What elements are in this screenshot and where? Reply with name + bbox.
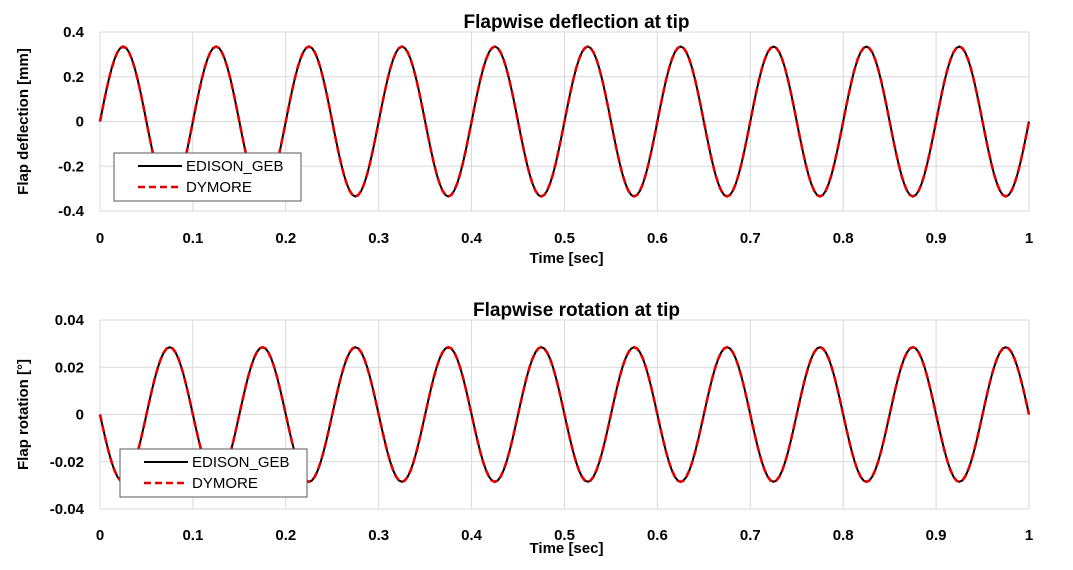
x-tick-label: 0.8 [833, 527, 854, 544]
series-line-dymore [98, 45, 1031, 198]
x-axis-label: Time [sec] [530, 540, 604, 557]
x-tick-label: 0.2 [275, 527, 296, 544]
legend: EDISON_GEB DYMORE [119, 448, 308, 498]
legend-entry-label: DYMORE [186, 179, 252, 196]
legend-entry-label: DYMORE [192, 475, 258, 492]
x-tick-label: 0.3 [368, 230, 389, 247]
x-tick-label: 0.5 [554, 527, 575, 544]
x-tick-label: 0.8 [833, 230, 854, 247]
legend-box [119, 448, 308, 498]
legend-box [113, 152, 302, 202]
x-tick-label: 0.6 [647, 230, 668, 247]
y-tick-label: 0.4 [63, 24, 85, 41]
x-tick-label: 0.6 [647, 527, 668, 544]
y-axis-label: Flap deflection [mm] [15, 48, 32, 195]
series-line-dymore [98, 345, 1031, 484]
x-tick-label: 0 [96, 230, 104, 247]
x-tick-label: 0 [96, 527, 104, 544]
x-axis-label: Time [sec] [530, 250, 604, 267]
x-tick-label: 0.7 [740, 527, 761, 544]
y-tick-label: 0.2 [63, 69, 84, 86]
y-tick-label: 0 [76, 407, 84, 424]
x-tick-label: 0.1 [182, 527, 203, 544]
y-tick-label: -0.2 [58, 158, 84, 175]
y-tick-label: 0.02 [55, 359, 84, 376]
x-tick-label: 0.3 [368, 527, 389, 544]
y-tick-label: 0 [76, 114, 84, 131]
x-tick-label: 1 [1025, 527, 1033, 544]
x-tick-label: 1 [1025, 230, 1033, 247]
x-tick-label: 0.7 [740, 230, 761, 247]
chart-2: Flapwise rotation at tip 0.04 0.02 0 -0.02 -0… [15, 300, 1033, 557]
legend-entry-label: EDISON_GEB [186, 158, 284, 175]
x-tick-label: 0.9 [926, 230, 947, 247]
chart-title: Flapwise rotation at tip [473, 300, 680, 321]
x-tick-label: 0.4 [461, 527, 483, 544]
y-tick-label: 0.04 [55, 312, 85, 329]
chart-1: Flapwise deflection at tip 0.4 0.2 0 -0.2 -0.… [15, 12, 1033, 267]
x-tick-label: 0.1 [182, 230, 203, 247]
y-tick-label: -0.02 [50, 454, 84, 471]
y-axis-label: Flap rotation [°] [15, 359, 32, 470]
x-tick-label: 0.5 [554, 230, 575, 247]
legend: EDISON_GEB DYMORE [113, 152, 302, 202]
legend-entry-label: EDISON_GEB [192, 454, 290, 471]
x-tick-label: 0.4 [461, 230, 483, 247]
x-tick-label: 0.9 [926, 527, 947, 544]
chart-title: Flapwise deflection at tip [464, 12, 690, 33]
y-tick-label: -0.04 [50, 501, 85, 518]
x-tick-label: 0.2 [275, 230, 296, 247]
y-tick-label: -0.4 [58, 203, 85, 220]
